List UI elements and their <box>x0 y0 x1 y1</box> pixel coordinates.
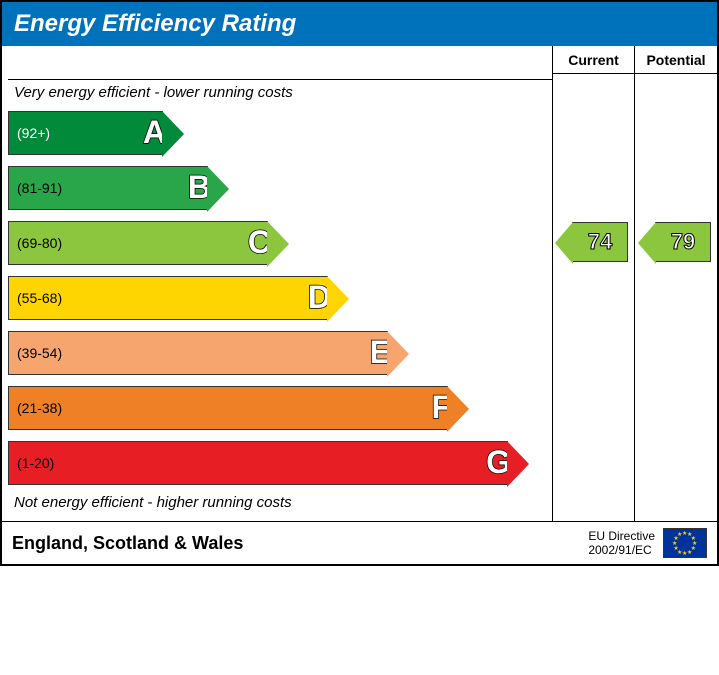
footer: England, Scotland & Wales EU Directive 2… <box>2 521 717 564</box>
band-row-d: (55-68)D <box>8 270 552 325</box>
current-body: 74 <box>553 74 634 514</box>
band-tip-a <box>162 111 184 157</box>
band-range-a: (92+) <box>9 125 50 141</box>
bands-column: Very energy efficient - lower running co… <box>2 46 553 521</box>
band-row-e: (39-54)E <box>8 325 552 380</box>
footer-directive: EU Directive 2002/91/EC ★★★★★★★★★★★★ <box>588 528 707 558</box>
eu-star: ★ <box>677 531 682 538</box>
band-bar-c: (69-80)C <box>8 221 268 265</box>
band-bar-b: (81-91)B <box>8 166 208 210</box>
band-tip-d <box>327 276 349 322</box>
band-row-c: (69-80)C <box>8 215 552 270</box>
potential-pointer: 79 <box>655 222 711 262</box>
potential-pointer-tip <box>638 222 656 264</box>
band-bar-g: (1-20)G <box>8 441 508 485</box>
current-header: Current <box>553 46 634 74</box>
current-pointer: 74 <box>572 222 628 262</box>
band-tip-f <box>447 386 469 432</box>
band-row-f: (21-38)F <box>8 380 552 435</box>
eu-flag-icon: ★★★★★★★★★★★★ <box>663 528 707 558</box>
band-row-b: (81-91)B <box>8 160 552 215</box>
eu-star: ★ <box>682 550 687 557</box>
directive-line1: EU Directive <box>588 529 655 543</box>
directive-text: EU Directive 2002/91/EC <box>588 529 655 557</box>
band-range-g: (1-20) <box>9 455 54 471</box>
potential-column: Potential 79 <box>635 46 717 521</box>
title-bar: Energy Efficiency Rating <box>2 2 717 46</box>
band-range-f: (21-38) <box>9 400 62 416</box>
band-row-a: (92+)A <box>8 105 552 160</box>
band-bar-a: (92+)A <box>8 111 163 155</box>
potential-body: 79 <box>635 74 717 514</box>
band-tip-b <box>207 166 229 212</box>
band-bar-d: (55-68)D <box>8 276 328 320</box>
potential-header: Potential <box>635 46 717 74</box>
title-text: Energy Efficiency Rating <box>14 10 296 37</box>
footer-region: England, Scotland & Wales <box>12 533 243 554</box>
band-tip-e <box>387 331 409 377</box>
band-range-d: (55-68) <box>9 290 62 306</box>
band-range-e: (39-54) <box>9 345 62 361</box>
caption-bottom: Not energy efficient - higher running co… <box>8 490 552 515</box>
caption-top: Very energy efficient - lower running co… <box>8 80 552 105</box>
epc-rating-chart: Energy Efficiency Rating Very energy eff… <box>0 0 719 566</box>
directive-line2: 2002/91/EC <box>588 543 655 557</box>
eu-star: ★ <box>687 549 692 556</box>
bands-wrap: (92+)A (81-91)B (69-80)C (55-68)D (39-54)E (2… <box>8 105 552 490</box>
bands-header-spacer <box>8 52 552 80</box>
current-column: Current 74 <box>553 46 635 521</box>
band-row-g: (1-20)G <box>8 435 552 490</box>
current-pointer-tip <box>555 222 573 264</box>
band-range-c: (69-80) <box>9 235 62 251</box>
band-bar-f: (21-38)F <box>8 386 448 430</box>
chart-grid: Very energy efficient - lower running co… <box>2 46 717 521</box>
band-tip-c <box>267 221 289 267</box>
band-tip-g <box>507 441 529 487</box>
band-bar-e: (39-54)E <box>8 331 388 375</box>
band-range-b: (81-91) <box>9 180 62 196</box>
